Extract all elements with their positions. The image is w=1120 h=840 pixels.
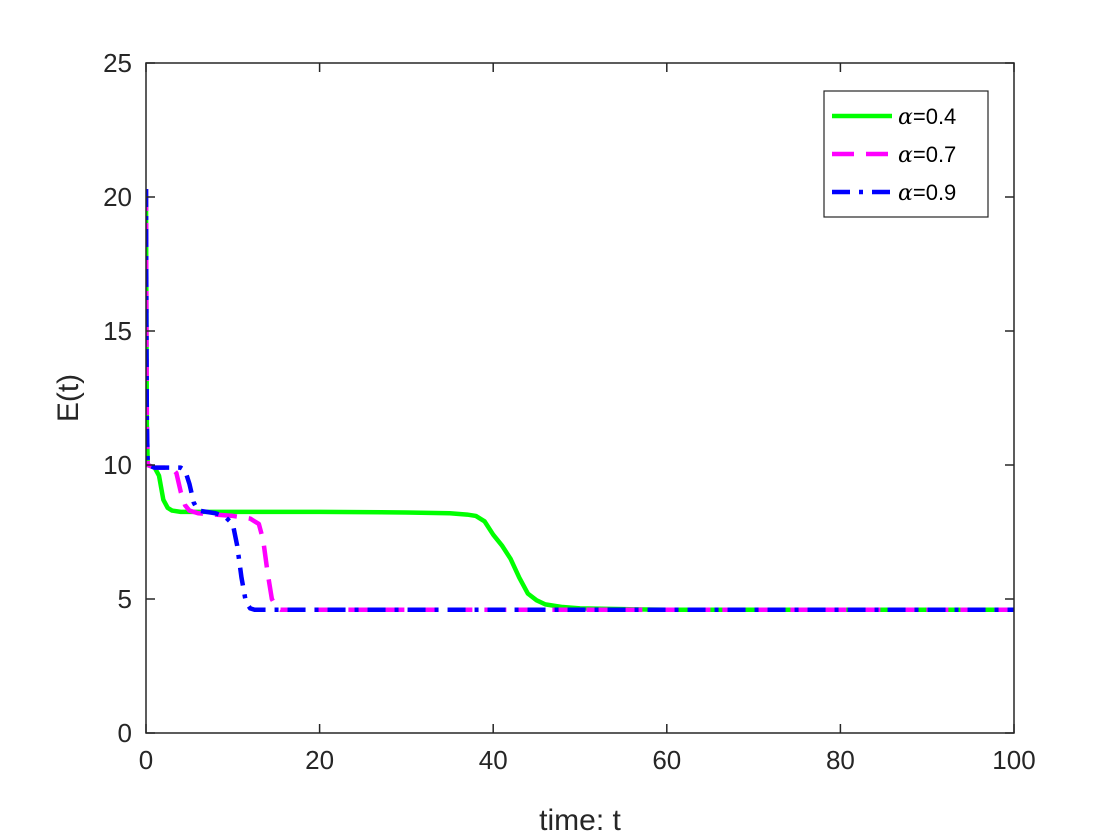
legend-label-3: α=0.9 <box>898 180 956 206</box>
legend-value: =0.9 <box>913 180 956 205</box>
series-line-3 <box>146 188 1014 612</box>
x-axis-label: time: t <box>539 804 621 837</box>
y-axis-ticks: 0 5 10 15 20 25 <box>103 48 1014 748</box>
x-tick-label: 0 <box>139 745 153 775</box>
x-tick-label: 40 <box>479 745 508 775</box>
legend-label-1: α=0.4 <box>898 104 956 130</box>
x-tick-label: 100 <box>992 745 1035 775</box>
series-layer <box>146 188 1014 612</box>
legend-value: =0.4 <box>913 104 956 129</box>
x-tick-label: 80 <box>826 745 855 775</box>
legend-alpha-symbol: α <box>898 181 913 206</box>
x-tick-label: 60 <box>652 745 681 775</box>
y-tick-label: 5 <box>118 584 132 614</box>
legend-label-2: α=0.7 <box>898 142 956 168</box>
y-tick-label: 15 <box>103 316 132 346</box>
x-tick-label: 20 <box>305 745 334 775</box>
y-tick-label: 10 <box>103 450 132 480</box>
legend: α=0.4α=0.7α=0.9 <box>823 90 989 218</box>
legend-value: =0.7 <box>913 142 956 167</box>
plot-frame <box>145 62 1015 734</box>
y-tick-label: 25 <box>103 48 132 78</box>
y-tick-label: 20 <box>103 182 132 212</box>
legend-alpha-symbol: α <box>898 143 913 168</box>
x-axis-ticks: 0 20 40 60 80 100 <box>139 63 1036 775</box>
legend-alpha-symbol: α <box>898 105 913 130</box>
y-tick-label: 0 <box>118 718 132 748</box>
y-axis-label: E(t) <box>52 374 85 422</box>
